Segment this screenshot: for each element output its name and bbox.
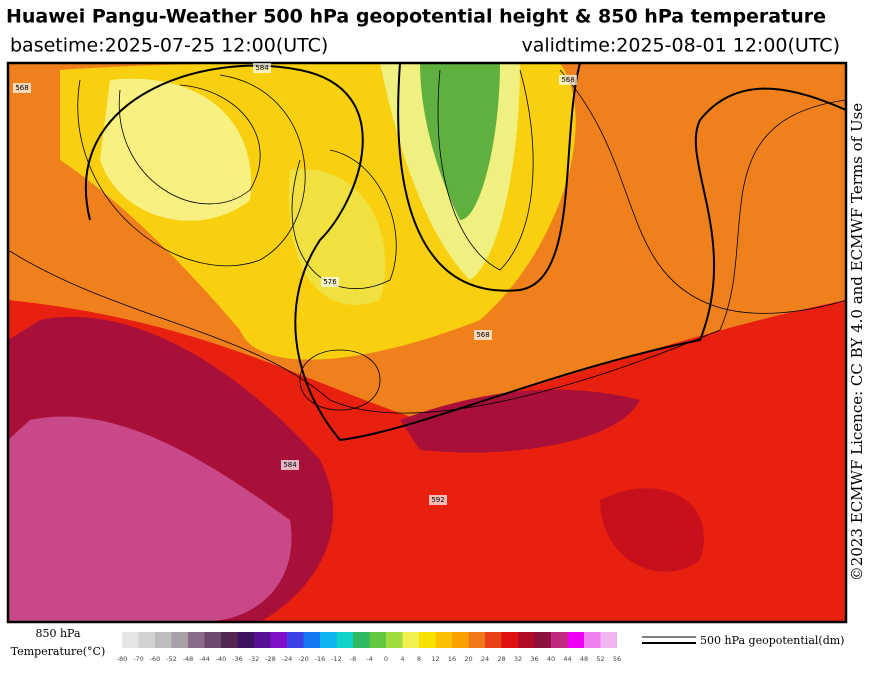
colorbar-tick-label: 52 [596, 655, 604, 663]
contour-label-bg [474, 330, 492, 340]
contour-label-bg [253, 63, 271, 73]
colorbar-tick-label: 56 [613, 655, 621, 663]
colorbar-swatch [419, 632, 436, 648]
colorbar-swatch [567, 632, 584, 648]
contour-label: 592 [431, 496, 444, 504]
contour-label-bg [281, 460, 299, 470]
colorbar-tick-label: 44 [563, 655, 571, 663]
map-frame [6, 61, 848, 624]
colorbar-tick-label: 4 [400, 655, 404, 663]
colorbar-swatch [320, 632, 337, 648]
legend-label: 500 hPa geopotential(dm) [700, 634, 844, 647]
contours [8, 69, 846, 414]
colorbar-tick-label: -60 [150, 655, 161, 663]
colorbar-swatch [353, 632, 370, 648]
colorbar-swatch [452, 632, 469, 648]
colorbar-tick-label: 8 [417, 655, 421, 663]
colorbar-swatch [600, 632, 617, 648]
colorbar-swatch [221, 632, 238, 648]
contour-label-bg [559, 75, 577, 85]
colorbar-swatch [402, 632, 419, 648]
colorbar-tick-label: -36 [232, 655, 243, 663]
colorbar-tick-label: 48 [580, 655, 588, 663]
legend-label: Temperature(°C) [11, 645, 106, 658]
contour-label-bg [13, 83, 31, 93]
colorbar-tick-label: -28 [265, 655, 276, 663]
contour-label-bg [321, 277, 339, 287]
colorbar-swatch [336, 632, 353, 648]
colorbar-swatch [518, 632, 535, 648]
colorbar-swatch [254, 632, 271, 648]
contour-label: 584 [283, 461, 297, 469]
colorbar-swatch [435, 632, 452, 648]
colorbar-tick-label: -24 [282, 655, 293, 663]
colorbar-swatch [369, 632, 386, 648]
colorbar-swatch [386, 632, 403, 648]
main-contours [84, 63, 846, 442]
colorbar-tick-label: -4 [366, 655, 372, 663]
colorbar-swatch [287, 632, 304, 648]
colorbar-tick-label: 36 [530, 655, 538, 663]
colorbar-swatch [551, 632, 568, 648]
colorbar-swatch [584, 632, 601, 648]
title: Huawei Pangu-Weather 500 hPa geopotentia… [6, 6, 826, 28]
contour-label: 584 [255, 64, 269, 72]
colorbar-tick-label: -40 [216, 655, 227, 663]
colorbar-swatch [534, 632, 551, 648]
basetime: basetime:2025-07-25 12:00(UTC) [10, 35, 328, 57]
colorbar-swatch [188, 632, 205, 648]
colorbar-swatch [138, 632, 155, 648]
colorbar-tick-label: 16 [448, 655, 456, 663]
colorbar-swatch [270, 632, 287, 648]
colorbar-tick-label: -32 [249, 655, 260, 663]
colorbar-tick-label: -52 [166, 655, 177, 663]
map [8, 63, 846, 622]
colorbar-swatch [485, 632, 502, 648]
colorbar-swatch [237, 632, 254, 648]
colorbar-swatch [303, 632, 320, 648]
colorbar-tick-label: 20 [464, 655, 472, 663]
colorbar-swatch [171, 632, 188, 648]
license: ©2023 ECMWF Licence: CC BY 4.0 and ECMWF… [848, 103, 866, 582]
colorbar-tick-label: 24 [481, 655, 489, 663]
colorbar-tick-label: -70 [133, 655, 144, 663]
colorbar-tick-label: 28 [497, 655, 505, 663]
colorbar-swatch [155, 632, 172, 648]
contour-label: 568 [476, 331, 489, 339]
colorbar-swatch [122, 632, 139, 648]
colorbar-tick-label: -16 [315, 655, 326, 663]
validtime: validtime:2025-08-01 12:00(UTC) [521, 35, 840, 57]
colorbar-tick-label: 40 [547, 655, 555, 663]
colorbar-tick-label: -20 [298, 655, 309, 663]
colorbar-tick-label: -8 [350, 655, 356, 663]
colorbar-tick-label: 32 [514, 655, 522, 663]
colorbar-swatch [501, 632, 518, 648]
colorbar-tick-label: -48 [183, 655, 194, 663]
colorbar-tick-label: 0 [384, 655, 388, 663]
colorbar-swatch [204, 632, 221, 648]
colorbar-tick-label: -44 [199, 655, 210, 663]
legend-label: 850 hPa [35, 627, 80, 640]
contour-label: 576 [323, 278, 337, 286]
colorbar-tick-label: -80 [117, 655, 128, 663]
colorbar-tick-label: -12 [331, 655, 342, 663]
contour-label-bg [429, 495, 447, 505]
colorbar-tick-label: 12 [431, 655, 439, 663]
contour-label: 568 [15, 84, 28, 92]
contour-label: 568 [561, 76, 574, 84]
colorbar-swatch [468, 632, 485, 648]
